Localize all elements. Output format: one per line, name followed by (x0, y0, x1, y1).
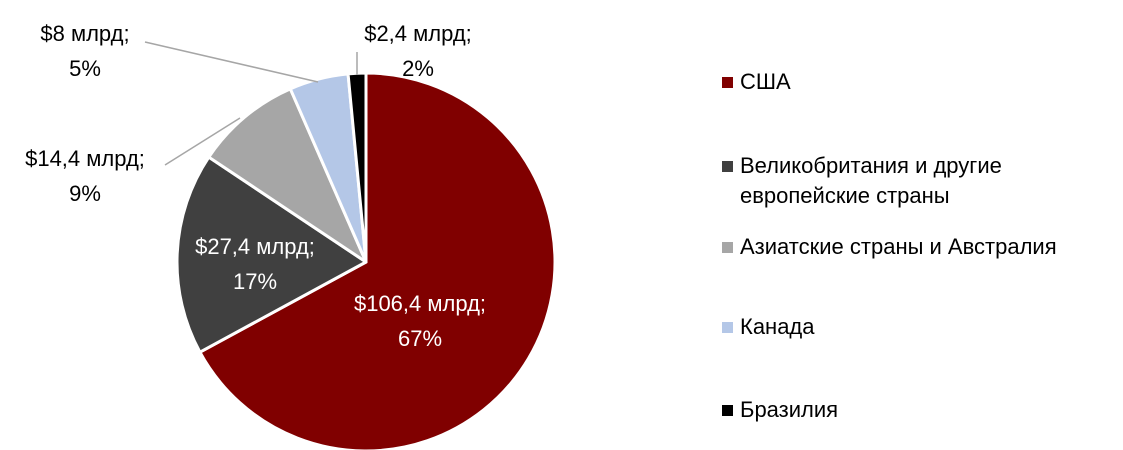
legend-item: Канада (722, 312, 1112, 342)
pie-slice (207, 87, 368, 264)
legend-label: Азиатские страны и Австралия (740, 234, 1057, 259)
pie-area: $106,4 млрд; 67% $27,4 млрд; 17% $14,4 млрд;… (25, 21, 557, 450)
share-label: 2% (402, 56, 434, 81)
data-label: $2,4 млрд; 2% (364, 21, 472, 81)
value-label: $8 млрд; (40, 21, 129, 46)
value-label: $106,4 млрд; (354, 291, 486, 316)
value-label: $27,4 млрд; (195, 234, 315, 259)
pie-slice (175, 155, 368, 354)
legend-swatch (722, 161, 733, 172)
leader-line (164, 117, 241, 166)
legend-label: США (740, 69, 791, 94)
share-label: 17% (233, 269, 277, 294)
legend-label: Бразилия (740, 397, 839, 422)
data-label: $14,4 млрд; 9% (25, 146, 145, 206)
legend-label: Канада (740, 314, 815, 339)
legend-swatch (722, 405, 733, 416)
legend-item: Великобритания и другие европейские стра… (722, 151, 1112, 211)
legend-item: США (722, 67, 1112, 97)
legend-label: Великобритания и другие европейские стра… (740, 153, 1002, 208)
legend-swatch (722, 242, 733, 253)
pie-slice (198, 71, 557, 450)
share-label: 5% (69, 56, 101, 81)
share-label: 9% (69, 181, 101, 206)
legend-item: Азиатские страны и Австралия (722, 232, 1112, 262)
data-label: $27,4 млрд; 17% (195, 234, 315, 294)
legend-swatch (722, 77, 733, 88)
value-label: $2,4 млрд; (364, 21, 472, 46)
data-label: $106,4 млрд; 67% (354, 291, 486, 351)
share-label: 67% (398, 326, 442, 351)
data-label: $8 млрд; 5% (40, 21, 129, 81)
leader-line (144, 41, 319, 83)
legend-item: Бразилия (722, 395, 1112, 425)
value-label: $14,4 млрд; (25, 146, 145, 171)
legend-swatch (722, 322, 733, 333)
